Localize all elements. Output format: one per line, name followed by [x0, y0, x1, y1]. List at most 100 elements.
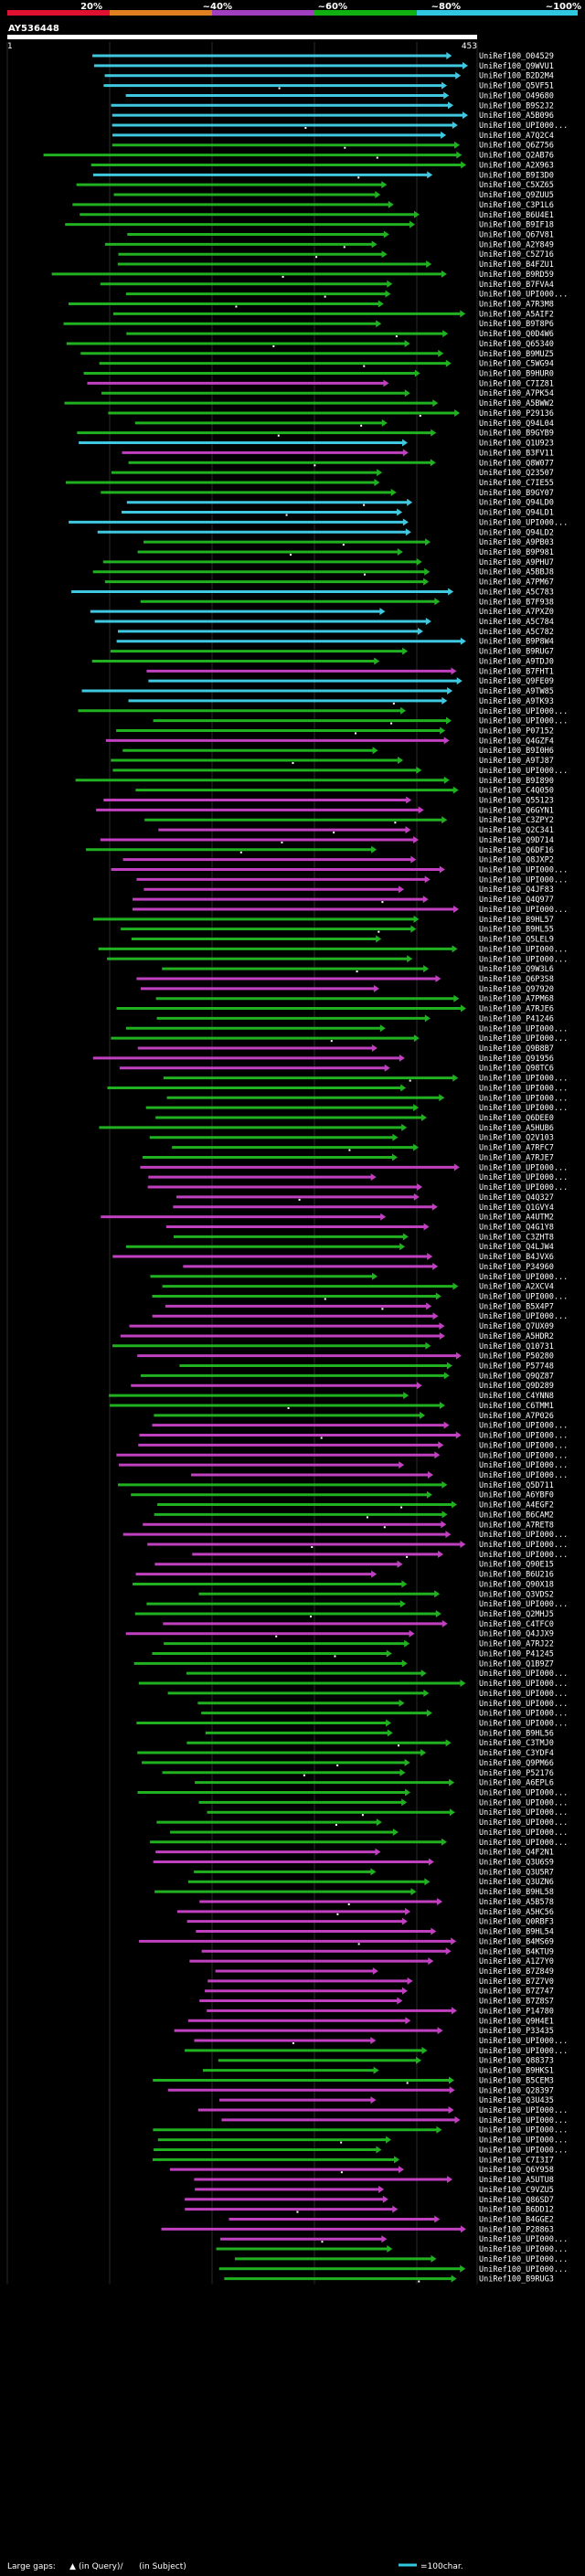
hit-row[interactable]: UniRef100_UPI000... — [138, 1441, 568, 1450]
hit-row[interactable]: UniRef100_P41245 — [152, 1649, 554, 1659]
hit-label[interactable]: UniRef100_A7PM68 — [479, 995, 554, 1004]
hit-label[interactable]: UniRef100_UPI000... — [479, 1163, 568, 1172]
hit-row[interactable]: UniRef100_A7P026 — [154, 1411, 554, 1421]
hit-row[interactable]: UniRef100_Q2C341 — [158, 826, 554, 835]
hit-row[interactable]: UniRef100_Q3U5R7 — [194, 1868, 554, 1877]
hit-row[interactable]: UniRef100_Q2AB76 — [43, 151, 554, 161]
hit-row[interactable]: UniRef100_UPI000... — [136, 1719, 568, 1728]
hit-label[interactable]: UniRef100_UPI000... — [479, 1531, 568, 1540]
hit-label[interactable]: UniRef100_C3P1L6 — [479, 201, 554, 210]
hit-label[interactable]: UniRef100_B4FZU1 — [479, 260, 554, 270]
hit-row[interactable]: UniRef100_Q9WVU1 — [93, 61, 554, 71]
hit-label[interactable]: UniRef100_A7PM67 — [479, 578, 554, 588]
hit-label[interactable]: UniRef100_B9RUG3 — [479, 2275, 554, 2284]
hit-label[interactable]: UniRef100_UPI000... — [479, 875, 568, 885]
hit-row[interactable]: UniRef100_C3TMJ0 — [186, 1739, 554, 1748]
hit-label[interactable]: UniRef100_UPI000... — [479, 2265, 568, 2274]
hit-row[interactable]: UniRef100_B4GGE2 — [229, 2215, 554, 2224]
hit-label[interactable]: UniRef100_A9TK93 — [479, 697, 554, 706]
hit-label[interactable]: UniRef100_B9MUZ5 — [479, 350, 554, 359]
hit-row[interactable]: UniRef100_UPI000... — [220, 2235, 568, 2244]
hit-label[interactable]: UniRef100_UPI000... — [479, 1719, 568, 1728]
hit-label[interactable]: UniRef100_P07152 — [479, 726, 554, 736]
hit-row[interactable]: UniRef100_UPI000... — [221, 2115, 568, 2125]
hit-label[interactable]: UniRef100_B7Z8S7 — [479, 1998, 554, 2007]
hit-label[interactable]: UniRef100_B9HL58 — [479, 1888, 554, 1897]
hit-label[interactable]: UniRef100_UPI000... — [479, 1670, 568, 1679]
hit-label[interactable]: UniRef100_A7R3M8 — [479, 301, 554, 310]
hit-label[interactable]: UniRef100_Q5D711 — [479, 1481, 554, 1490]
hit-row[interactable]: UniRef100_C3YDF4 — [137, 1749, 554, 1758]
hit-row[interactable]: UniRef100_A5HC56 — [176, 1907, 554, 1917]
hit-label[interactable]: UniRef100_Q6DF16 — [479, 846, 554, 855]
hit-row[interactable]: UniRef100_B9MUZ5 — [80, 349, 554, 359]
hit-label[interactable]: UniRef100_B2D2M4 — [479, 72, 554, 81]
hit-label[interactable]: UniRef100_B9P8W4 — [479, 638, 554, 647]
hit-label[interactable]: UniRef100_P14780 — [479, 2007, 554, 2016]
hit-row[interactable]: UniRef100_O49680 — [125, 91, 554, 101]
hit-row[interactable]: UniRef100_P50280 — [137, 1352, 554, 1362]
hit-label[interactable]: UniRef100_UPI000... — [479, 866, 568, 875]
hit-row[interactable]: UniRef100_UPI000... — [112, 766, 568, 776]
hit-row[interactable]: UniRef100_Q9H4E1 — [187, 2017, 554, 2026]
hit-row[interactable]: UniRef100_A7R3M8 — [68, 300, 554, 310]
hit-label[interactable]: UniRef100_B9IF18 — [479, 221, 554, 230]
hit-row[interactable]: UniRef100_C7IE55 — [66, 478, 554, 488]
hit-label[interactable]: UniRef100_B7Z747 — [479, 1988, 554, 1997]
hit-label[interactable]: UniRef100_A4EGF2 — [479, 1501, 554, 1511]
hit-label[interactable]: UniRef100_UPI000... — [479, 1183, 568, 1193]
hit-label[interactable]: UniRef100_UPI000... — [479, 1789, 568, 1798]
hit-label[interactable]: UniRef100_B4MS69 — [479, 1937, 554, 1946]
hit-row[interactable]: UniRef100_UPI000... — [218, 2264, 569, 2274]
hit-label[interactable]: UniRef100_UPI000... — [479, 1700, 568, 1709]
hit-row[interactable]: UniRef100_Q9QZ87 — [140, 1372, 554, 1381]
hit-label[interactable]: UniRef100_Q6Y958 — [479, 2166, 554, 2175]
hit-row[interactable]: UniRef100_P28863 — [161, 2225, 554, 2234]
hit-row[interactable]: UniRef100_Q86SD7 — [185, 2195, 554, 2205]
hit-row[interactable]: UniRef100_P07152 — [116, 726, 554, 736]
hit-label[interactable]: UniRef100_Q9QZ87 — [479, 1372, 554, 1381]
hit-row[interactable]: UniRef100_UPI000... — [216, 2245, 569, 2254]
hit-label[interactable]: UniRef100_UPI000... — [479, 1104, 568, 1113]
hit-row[interactable]: UniRef100_B7F938 — [140, 598, 554, 607]
hit-row[interactable]: UniRef100_A7RET8 — [143, 1521, 554, 1530]
hit-label[interactable]: UniRef100_A1Z7Y0 — [479, 1957, 554, 1966]
hit-row[interactable]: UniRef100_UPI000... — [107, 955, 568, 964]
hit-label[interactable]: UniRef100_Q5VF51 — [479, 82, 554, 91]
hit-row[interactable]: UniRef100_Q65340 — [66, 339, 554, 349]
hit-row[interactable]: UniRef100_A5AIF2 — [112, 310, 554, 319]
hit-label[interactable]: UniRef100_B6U4E1 — [479, 211, 554, 220]
hit-row[interactable]: UniRef100_Q94LD0 — [126, 498, 554, 508]
hit-label[interactable]: UniRef100_Q28397 — [479, 2086, 554, 2095]
hit-label[interactable]: UniRef100_Q0D4W6 — [479, 330, 554, 339]
hit-row[interactable]: UniRef100_UPI000... — [154, 2146, 568, 2155]
hit-row[interactable]: UniRef100_Q94LD2 — [97, 528, 554, 537]
hit-label[interactable]: UniRef100_Q3U6S9 — [479, 1859, 554, 1868]
hit-label[interactable]: UniRef100_Q94LD0 — [479, 499, 554, 508]
hit-label[interactable]: UniRef100_UPI000... — [479, 2126, 568, 2136]
hit-row[interactable]: UniRef100_Q88373 — [218, 2056, 554, 2066]
hit-row[interactable]: UniRef100_P33435 — [174, 2027, 554, 2036]
hit-row[interactable]: UniRef100_A6EPL6 — [195, 1778, 554, 1788]
hit-row[interactable]: UniRef100_Q90X18 — [133, 1580, 554, 1589]
hit-label[interactable]: UniRef100_C9VZU5 — [479, 2186, 554, 2195]
hit-label[interactable]: UniRef100_Q8JXP2 — [479, 856, 554, 865]
hit-row[interactable]: UniRef100_B3FV11 — [122, 449, 554, 458]
hit-label[interactable]: UniRef100_UPI000... — [479, 122, 568, 131]
hit-row[interactable]: UniRef100_UPI000... — [147, 1183, 569, 1193]
hit-label[interactable]: UniRef100_A9TDJ0 — [479, 657, 554, 666]
hit-row[interactable]: UniRef100_Q28397 — [167, 2086, 554, 2095]
hit-row[interactable]: UniRef100_A5B578 — [199, 1897, 554, 1907]
hit-label[interactable]: UniRef100_Q4Q327 — [479, 1193, 554, 1203]
hit-label[interactable]: UniRef100_A5HC56 — [479, 1908, 554, 1917]
hit-row[interactable]: UniRef100_B6DD12 — [185, 2205, 554, 2215]
hit-label[interactable]: UniRef100_A9PB03 — [479, 538, 554, 547]
hit-row[interactable]: UniRef100_B4FZU1 — [117, 260, 554, 270]
hit-row[interactable]: UniRef100_UPI000... — [116, 1451, 568, 1460]
hit-row[interactable]: UniRef100_Q9B8B7 — [137, 1044, 554, 1054]
hit-label[interactable]: UniRef100_UPI000... — [479, 1441, 568, 1450]
hit-label[interactable]: UniRef100_Q3UZN6 — [479, 1878, 554, 1887]
hit-row[interactable]: UniRef100_B7Z8S7 — [199, 1997, 554, 2007]
hit-label[interactable]: UniRef100_C4TFC0 — [479, 1620, 554, 1629]
hit-label[interactable]: UniRef100_Q91956 — [479, 1055, 554, 1064]
